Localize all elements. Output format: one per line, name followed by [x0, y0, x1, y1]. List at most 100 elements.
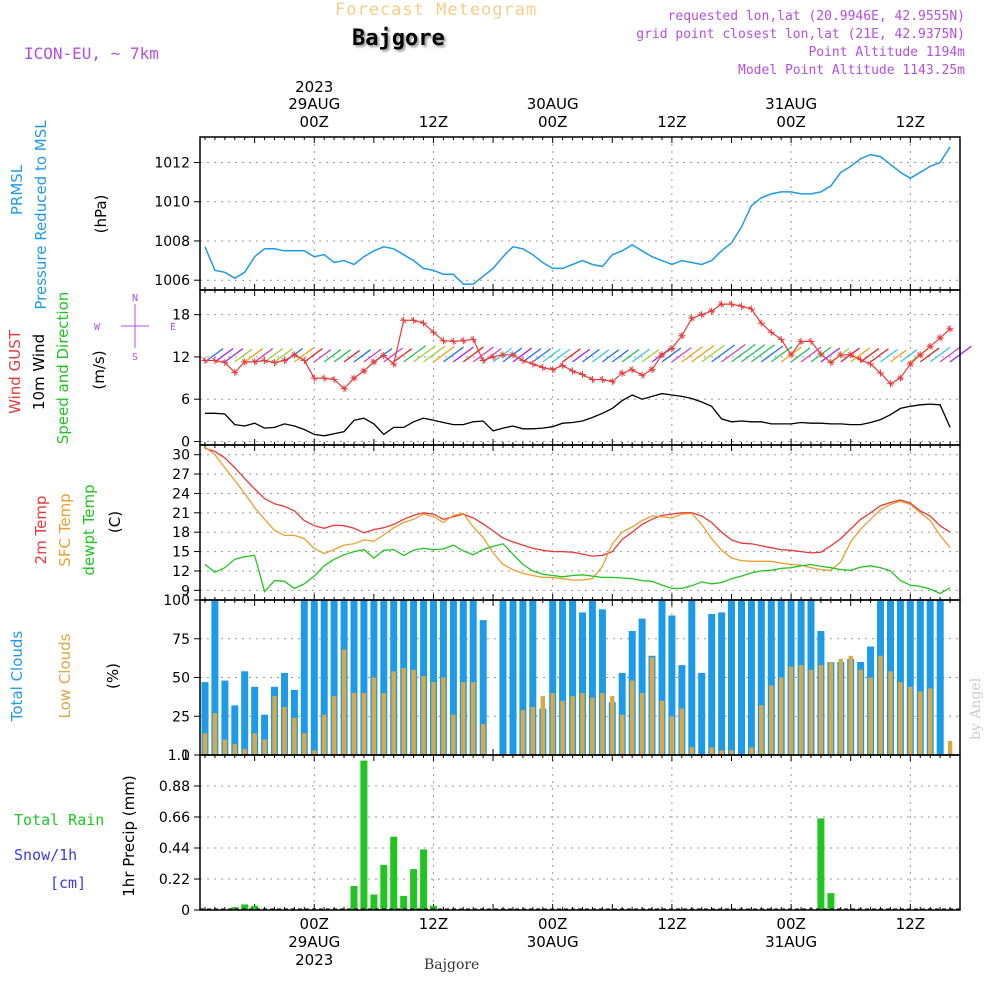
low-cloud-bar	[580, 693, 585, 755]
y-tick-label: 21	[172, 506, 190, 522]
wind-direction-arrow	[939, 346, 961, 363]
compass-east: E	[170, 322, 176, 333]
wind-gust-point	[896, 374, 904, 382]
top-date-label: 30AUG	[527, 95, 579, 113]
total-cloud-bar	[261, 714, 269, 755]
total-cloud-bar	[668, 615, 676, 755]
low-cloud-bar	[828, 662, 834, 755]
low-cloud-bar	[540, 696, 545, 755]
total-cloud-bar	[310, 600, 318, 755]
y-tick-label: 12	[172, 564, 190, 580]
wind-direction-arrow	[711, 344, 736, 363]
low-cloud-bar	[908, 686, 913, 755]
wind-direction-arrow	[383, 347, 403, 363]
wind-gust-point	[519, 356, 527, 364]
wind-direction-arrow	[234, 348, 253, 363]
wind-gust-point	[817, 350, 825, 358]
wind-direction-arrow	[770, 345, 793, 363]
total-cloud-bar	[211, 600, 219, 755]
low-cloud-bar	[808, 669, 814, 756]
bottom-date-label: 31AUG	[765, 933, 817, 951]
wind-direction-arrow	[631, 348, 650, 363]
wind-gust-point	[728, 300, 736, 308]
wind-direction-arrow	[929, 346, 951, 363]
wind-direction-arrow	[363, 348, 382, 363]
compass-west: W	[94, 322, 101, 333]
total-cloud-bar	[747, 600, 755, 755]
wind-direction-arrow	[274, 348, 293, 363]
y-tick-label: 1010	[154, 195, 190, 211]
y-tick-label: 0	[181, 748, 190, 764]
wind-gust-point	[569, 367, 577, 375]
wind-gust-point	[708, 307, 716, 315]
wind-gust-point	[787, 351, 795, 359]
sfc-temp-line	[204, 446, 951, 581]
low-cloud-bar	[391, 671, 396, 755]
wind-gust-point	[429, 328, 437, 336]
wind-direction-arrow	[343, 349, 360, 363]
snow-label: Snow/1h	[14, 846, 77, 864]
bottom-year-label: 2023	[295, 951, 333, 969]
pressure-unit: (hPa)	[92, 195, 110, 234]
total-cloud-bar	[330, 600, 338, 755]
panel-frame	[199, 754, 961, 911]
wind-gust-point	[916, 351, 924, 359]
wind-gust-point	[867, 360, 875, 368]
wind-direction-arrow	[611, 349, 629, 363]
sfc-temp-label: SFC Temp	[56, 493, 74, 566]
low-cloud-bar	[312, 750, 317, 755]
total-cloud-bar	[350, 600, 358, 755]
low-cloud-bar	[590, 697, 595, 755]
wind-gust-point	[251, 358, 259, 366]
total-cloud-bar	[529, 600, 537, 755]
location-title: Bajgore	[352, 26, 445, 51]
wind-gust-point	[390, 360, 398, 368]
wind-gust-point	[201, 356, 209, 364]
wind-gust-point	[688, 314, 696, 322]
low-cloud-bar	[411, 669, 416, 756]
low-cloud-bar	[441, 677, 446, 755]
low-cloud-bar	[719, 750, 724, 755]
low-cloud-bar	[431, 682, 436, 755]
low-cloud-bar	[252, 733, 257, 755]
low-cloud-bar	[818, 665, 824, 755]
wind-direction-arrow	[592, 349, 610, 363]
y-tick-label: 0	[181, 434, 190, 450]
low-cloud-bar	[878, 655, 883, 755]
wind-gust-point	[360, 367, 368, 375]
top-time-label: 00Z	[300, 113, 329, 131]
total-cloud-bar	[906, 600, 914, 755]
y-tick-label: 50	[172, 671, 190, 687]
wind-direction-arrow	[323, 349, 342, 363]
low-cloud-bar	[659, 700, 665, 756]
total-cloud-bar	[430, 600, 437, 755]
wind-gust-point	[857, 356, 865, 364]
wind-direction-arrow	[582, 348, 600, 363]
y-tick-label: 1012	[154, 156, 190, 172]
rain-bar	[390, 836, 398, 910]
low-cloud-bar	[371, 677, 377, 755]
wind-direction-arrow	[661, 347, 682, 363]
top-time-label: 00Z	[776, 113, 805, 131]
rain-bar	[400, 895, 408, 910]
low-cloud-bar	[749, 747, 754, 756]
low-cloud-bar	[649, 657, 655, 755]
y-tick-label: 18	[172, 308, 190, 324]
total-cloud-bar	[579, 612, 586, 755]
wind-direction-arrow	[393, 348, 413, 363]
wind-direction-arrow	[900, 349, 918, 363]
wind-gust-point	[598, 375, 606, 383]
y-tick-label: 27	[172, 467, 190, 483]
y-tick-label: 75	[172, 632, 190, 648]
wind-gust-point	[628, 366, 636, 374]
wind-gust-point	[906, 360, 914, 368]
wind-direction-arrow	[731, 343, 756, 363]
low-cloud-bar	[898, 682, 903, 755]
low-cloud-bar	[788, 666, 794, 755]
wind-direction-arrow	[621, 348, 640, 363]
wind-gust-point	[946, 325, 954, 333]
wind-gust-point	[439, 337, 447, 345]
low-cloud-bar	[918, 691, 923, 755]
low-cloud-bar	[689, 747, 694, 756]
total-cloud-bar	[469, 600, 477, 755]
